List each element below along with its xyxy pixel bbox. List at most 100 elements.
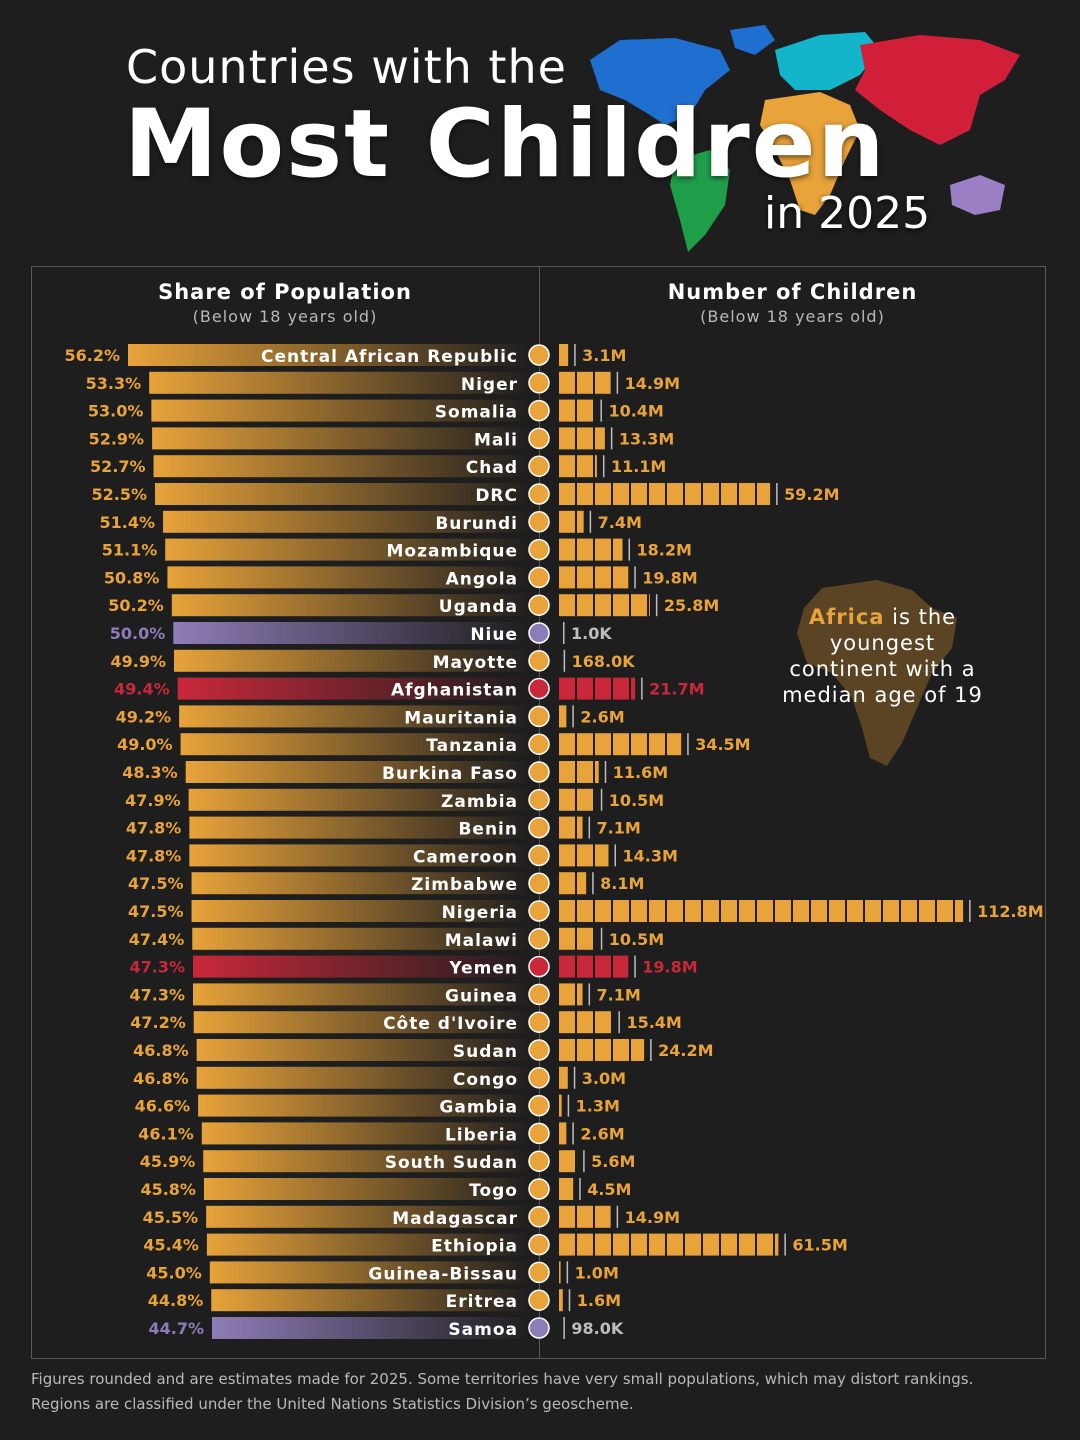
share-bar bbox=[192, 927, 530, 950]
map-asia bbox=[855, 35, 1020, 145]
left-header-title: Share of Population bbox=[158, 280, 412, 304]
share-value-label: 47.3% bbox=[129, 958, 185, 977]
children-bar-segment bbox=[631, 483, 647, 505]
children-bar-segment bbox=[685, 1233, 701, 1256]
children-bar-segment bbox=[595, 1039, 611, 1061]
left-column-header: Share of Population (Below 18 years old) bbox=[40, 280, 530, 326]
share-bar bbox=[163, 510, 531, 533]
column-divider bbox=[539, 266, 540, 1359]
right-header-title: Number of Children bbox=[667, 280, 918, 304]
children-bar-segment bbox=[559, 1205, 575, 1228]
flag-icon bbox=[528, 1233, 550, 1256]
flag-icon bbox=[528, 955, 550, 978]
flag-icon bbox=[528, 872, 550, 894]
flag-icon bbox=[528, 538, 550, 561]
share-bar bbox=[189, 844, 531, 867]
children-bar-segment bbox=[613, 1233, 629, 1256]
flag-icon bbox=[528, 816, 550, 839]
share-value-label: 45.5% bbox=[143, 1208, 199, 1227]
children-bar-segment bbox=[613, 955, 629, 978]
children-bar-segment bbox=[577, 816, 583, 839]
children-bar-segment bbox=[667, 900, 683, 922]
country-label: Zambia bbox=[441, 792, 518, 812]
children-bar-segment bbox=[595, 900, 611, 922]
children-bar-segment bbox=[577, 900, 593, 922]
map-europe bbox=[775, 32, 880, 90]
children-bar-segment bbox=[559, 983, 575, 1006]
map-greenland bbox=[730, 25, 775, 55]
map-africa bbox=[760, 92, 860, 215]
flag-icon bbox=[528, 677, 550, 700]
map-north-america bbox=[590, 38, 730, 125]
share-value-label: 51.4% bbox=[100, 513, 156, 532]
share-bar bbox=[211, 1289, 530, 1312]
footer-note: Figures rounded and are estimates made f… bbox=[31, 1367, 1051, 1417]
children-bar-segment bbox=[559, 427, 575, 450]
children-bar-segment bbox=[955, 900, 964, 922]
children-value-label: 1.6M bbox=[577, 1291, 621, 1310]
country-label: Niue bbox=[470, 625, 518, 645]
children-bar-segment bbox=[559, 483, 575, 505]
flag-icon bbox=[528, 844, 550, 867]
flag-icon bbox=[528, 483, 550, 505]
children-bar-segment bbox=[721, 483, 737, 505]
children-bar-segment bbox=[649, 900, 665, 922]
title-block: Countries with the Most Children in 2025 bbox=[0, 0, 1080, 262]
children-bar-segment bbox=[595, 455, 597, 478]
children-bar-end-tick bbox=[600, 788, 603, 811]
children-bar-segment bbox=[559, 538, 575, 561]
children-value-label: 3.0M bbox=[582, 1069, 626, 1088]
share-value-label: 46.1% bbox=[138, 1124, 194, 1143]
share-value-label: 48.3% bbox=[122, 763, 178, 782]
share-value-label: 45.4% bbox=[143, 1236, 199, 1255]
children-bar-segment bbox=[577, 566, 593, 589]
children-bar-segment bbox=[613, 538, 623, 561]
share-value-label: 50.8% bbox=[104, 568, 160, 587]
right-column-header: Number of Children (Below 18 years old) bbox=[545, 280, 1040, 326]
country-label: Tanzania bbox=[426, 736, 518, 756]
flag-icon bbox=[528, 344, 550, 366]
country-label: Congo bbox=[453, 1070, 518, 1090]
country-label: Guinea-Bissau bbox=[368, 1264, 518, 1284]
children-bar-segment bbox=[793, 900, 809, 922]
country-label: Gambia bbox=[439, 1098, 518, 1118]
right-header-subtitle: (Below 18 years old) bbox=[700, 307, 885, 326]
share-bar bbox=[203, 1178, 530, 1200]
children-bar-end-tick bbox=[568, 1289, 571, 1312]
children-value-label: 10.4M bbox=[608, 402, 663, 421]
children-bar-segment bbox=[595, 538, 611, 561]
children-bar-segment bbox=[559, 955, 575, 978]
children-bar-segment bbox=[559, 1011, 575, 1034]
children-value-label: 3.1M bbox=[582, 346, 626, 365]
country-label: Chad bbox=[466, 458, 518, 478]
children-bar-segment bbox=[577, 872, 587, 895]
children-bar-segment bbox=[703, 900, 719, 922]
flag-icon bbox=[528, 1122, 550, 1145]
flag-icon bbox=[528, 594, 550, 616]
share-value-label: 53.3% bbox=[86, 374, 142, 393]
children-bar-segment bbox=[649, 594, 650, 617]
country-label: Uganda bbox=[439, 597, 518, 617]
country-label: Samoa bbox=[448, 1320, 518, 1340]
children-value-label: 13.3M bbox=[619, 429, 674, 448]
share-bar bbox=[209, 1261, 530, 1284]
children-bar-segment bbox=[577, 399, 593, 422]
children-bar-segment bbox=[739, 900, 755, 922]
children-bar-end-tick bbox=[650, 1039, 652, 1061]
country-label: Yemen bbox=[448, 959, 518, 979]
children-bar-segment bbox=[631, 1233, 647, 1256]
children-bar-end-tick bbox=[614, 844, 616, 867]
children-bar-segment bbox=[595, 371, 611, 394]
children-bar-segment bbox=[757, 483, 771, 505]
children-bar-segment bbox=[577, 844, 593, 867]
children-value-label: 61.5M bbox=[792, 1236, 847, 1255]
map-oceania bbox=[950, 175, 1005, 215]
children-bar-segment bbox=[559, 900, 575, 922]
children-bar-segment bbox=[559, 788, 575, 811]
children-value-label: 2.6M bbox=[580, 707, 624, 726]
country-label: DRC bbox=[475, 486, 518, 506]
children-bar-segment bbox=[595, 427, 605, 450]
share-value-label: 47.8% bbox=[126, 819, 182, 838]
children-bar-segment bbox=[595, 733, 611, 756]
children-bar-segment bbox=[559, 1122, 567, 1145]
